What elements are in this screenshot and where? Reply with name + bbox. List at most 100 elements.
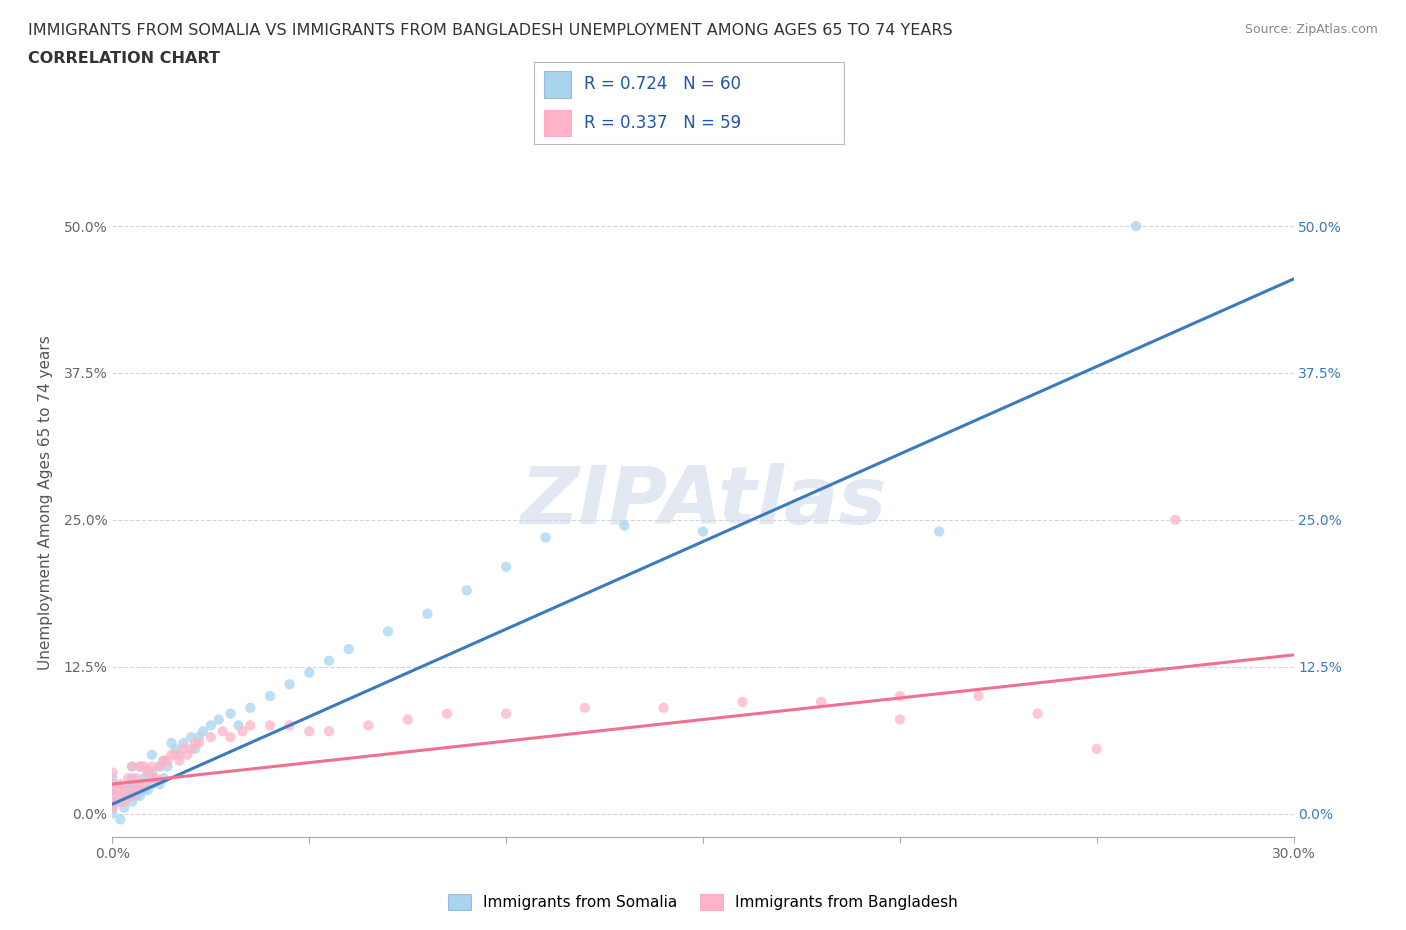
- Point: [110, 777, 132, 791]
- Point: [208, 712, 231, 727]
- Point: [149, 759, 172, 774]
- Point: [396, 712, 419, 727]
- Point: [172, 741, 194, 756]
- Point: [180, 741, 202, 756]
- Point: [731, 695, 754, 710]
- Point: [188, 736, 211, 751]
- Point: [180, 730, 202, 745]
- Point: [129, 777, 152, 791]
- Point: [136, 782, 159, 797]
- Point: [110, 794, 132, 809]
- Point: [652, 700, 675, 715]
- Point: [152, 753, 174, 768]
- Point: [125, 777, 148, 791]
- Point: [191, 724, 214, 738]
- Point: [149, 759, 172, 774]
- Point: [132, 771, 155, 786]
- Point: [169, 748, 191, 763]
- Point: [184, 736, 207, 751]
- Point: [456, 583, 478, 598]
- Point: [228, 718, 250, 733]
- Point: [436, 706, 458, 721]
- Point: [889, 712, 911, 727]
- Text: CORRELATION CHART: CORRELATION CHART: [28, 51, 219, 66]
- Y-axis label: Unemployment Among Ages 65 to 74 years: Unemployment Among Ages 65 to 74 years: [38, 335, 52, 670]
- Point: [149, 777, 172, 791]
- Point: [165, 741, 187, 756]
- Point: [129, 759, 152, 774]
- FancyBboxPatch shape: [544, 72, 571, 98]
- Point: [117, 777, 139, 791]
- Point: [298, 724, 321, 738]
- Text: R = 0.337   N = 59: R = 0.337 N = 59: [583, 113, 741, 132]
- Point: [132, 777, 155, 791]
- Point: [112, 789, 135, 804]
- Point: [967, 688, 990, 703]
- Point: [145, 771, 167, 786]
- Point: [278, 718, 301, 733]
- Point: [101, 771, 124, 786]
- Point: [121, 771, 143, 786]
- Point: [239, 718, 262, 733]
- Text: R = 0.724   N = 60: R = 0.724 N = 60: [583, 75, 741, 93]
- Point: [152, 771, 174, 786]
- Point: [117, 771, 139, 786]
- Point: [112, 782, 135, 797]
- Point: [101, 806, 124, 821]
- Point: [219, 706, 242, 721]
- Point: [141, 748, 163, 763]
- Point: [692, 525, 714, 539]
- Point: [101, 800, 124, 815]
- Text: IMMIGRANTS FROM SOMALIA VS IMMIGRANTS FROM BANGLADESH UNEMPLOYMENT AMONG AGES 65: IMMIGRANTS FROM SOMALIA VS IMMIGRANTS FR…: [28, 23, 953, 38]
- Point: [132, 782, 155, 797]
- Point: [121, 782, 143, 797]
- Point: [101, 794, 124, 809]
- Point: [200, 718, 222, 733]
- Point: [121, 759, 143, 774]
- Point: [534, 530, 557, 545]
- Point: [101, 800, 124, 815]
- Point: [318, 654, 340, 669]
- Point: [211, 724, 233, 738]
- Point: [169, 753, 191, 768]
- Point: [141, 777, 163, 791]
- Point: [1164, 512, 1187, 527]
- Point: [125, 789, 148, 804]
- Point: [125, 782, 148, 797]
- Point: [129, 759, 152, 774]
- Point: [112, 800, 135, 815]
- Point: [136, 765, 159, 780]
- Point: [184, 741, 207, 756]
- Point: [156, 753, 179, 768]
- Point: [141, 765, 163, 780]
- Point: [259, 688, 281, 703]
- Point: [121, 777, 143, 791]
- Point: [132, 759, 155, 774]
- Point: [337, 642, 360, 657]
- Point: [1026, 706, 1049, 721]
- Point: [156, 759, 179, 774]
- Point: [121, 759, 143, 774]
- Point: [239, 700, 262, 715]
- Point: [105, 794, 128, 809]
- Point: [141, 771, 163, 786]
- Point: [141, 759, 163, 774]
- FancyBboxPatch shape: [544, 110, 571, 136]
- Point: [1085, 741, 1108, 756]
- Point: [1125, 219, 1147, 233]
- Point: [357, 718, 380, 733]
- Point: [219, 730, 242, 745]
- Point: [105, 782, 128, 797]
- Point: [125, 771, 148, 786]
- Point: [152, 753, 174, 768]
- Point: [259, 718, 281, 733]
- Point: [810, 695, 832, 710]
- Point: [278, 677, 301, 692]
- Point: [176, 748, 198, 763]
- Point: [129, 789, 152, 804]
- Point: [101, 789, 124, 804]
- Point: [121, 789, 143, 804]
- Point: [495, 706, 517, 721]
- Point: [188, 730, 211, 745]
- Point: [231, 724, 253, 738]
